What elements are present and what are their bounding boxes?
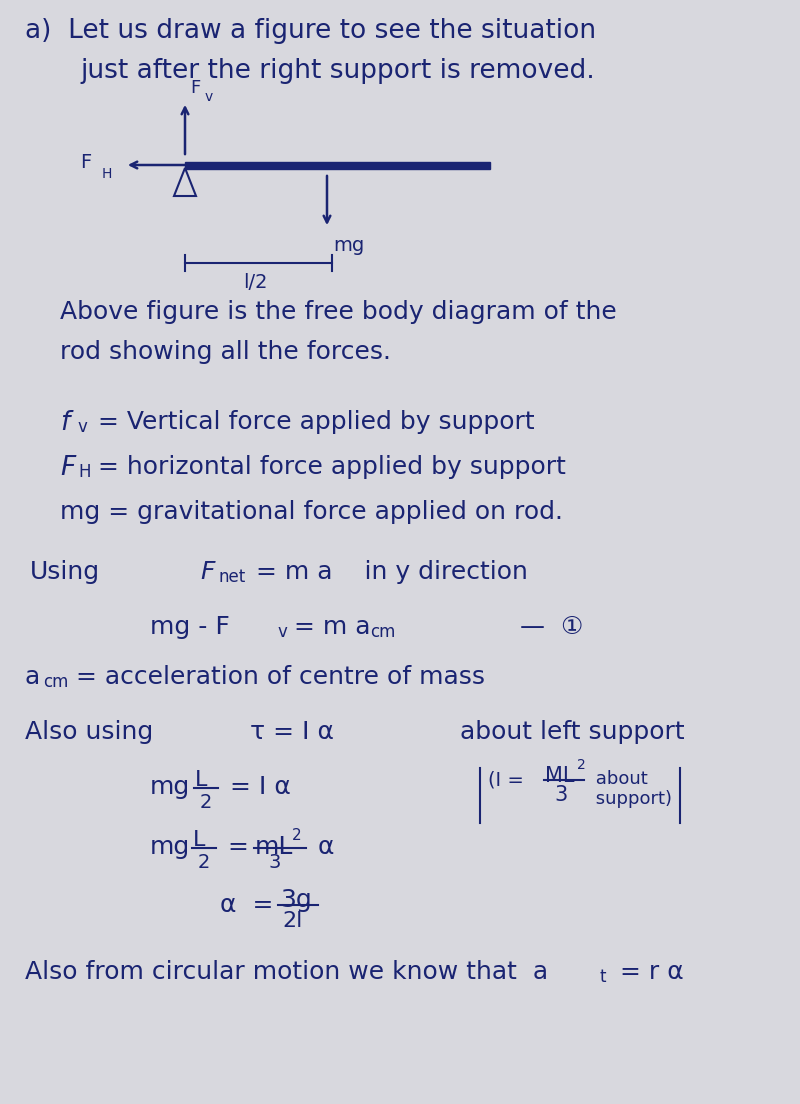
Text: = acceleration of centre of mass: = acceleration of centre of mass <box>68 665 485 689</box>
Text: just after the right support is removed.: just after the right support is removed. <box>80 59 594 84</box>
Text: v: v <box>205 91 214 104</box>
Text: v: v <box>78 418 88 436</box>
Text: F: F <box>190 79 200 97</box>
Text: = horizontal force applied by support: = horizontal force applied by support <box>90 455 566 479</box>
Text: H: H <box>102 167 112 181</box>
Text: F: F <box>200 560 214 584</box>
Text: 3g: 3g <box>280 888 312 912</box>
Text: 2: 2 <box>198 853 210 872</box>
Text: = m a    in y direction: = m a in y direction <box>248 560 528 584</box>
Text: t: t <box>600 968 606 986</box>
Text: Using: Using <box>30 560 100 584</box>
Text: support): support) <box>590 790 672 808</box>
Text: f: f <box>60 410 70 436</box>
Text: 2l: 2l <box>282 911 302 931</box>
Text: α  =: α = <box>220 893 274 917</box>
Text: —  ①: — ① <box>520 615 583 639</box>
Text: cm: cm <box>370 623 395 641</box>
Text: a)  Let us draw a figure to see the situation: a) Let us draw a figure to see the situa… <box>25 18 596 44</box>
Text: l/2: l/2 <box>243 273 267 291</box>
Bar <box>185 162 490 169</box>
Text: Also using: Also using <box>25 720 154 744</box>
Text: Also from circular motion we know that  a: Also from circular motion we know that a <box>25 960 548 984</box>
Text: a: a <box>25 665 40 689</box>
Text: net: net <box>218 567 246 586</box>
Text: ML: ML <box>545 766 574 786</box>
Text: = r α: = r α <box>612 960 684 984</box>
Text: L: L <box>195 769 207 790</box>
Text: F: F <box>80 153 91 172</box>
Text: 2: 2 <box>577 758 586 772</box>
Text: = m a: = m a <box>286 615 370 639</box>
Text: τ = I α: τ = I α <box>250 720 334 744</box>
Text: 3: 3 <box>268 853 280 872</box>
Text: rod showing all the forces.: rod showing all the forces. <box>60 340 391 364</box>
Text: H: H <box>78 463 90 481</box>
Text: mg: mg <box>150 835 190 859</box>
Text: mL: mL <box>255 835 294 859</box>
Text: 3: 3 <box>554 785 567 805</box>
Text: = Vertical force applied by support: = Vertical force applied by support <box>90 410 534 434</box>
Text: α: α <box>310 835 334 859</box>
Text: mg = gravitational force applied on rod.: mg = gravitational force applied on rod. <box>60 500 563 524</box>
Text: about left support: about left support <box>460 720 685 744</box>
Text: mg: mg <box>333 236 364 255</box>
Text: F: F <box>60 455 75 481</box>
Text: cm: cm <box>43 673 68 691</box>
Text: L: L <box>193 830 206 850</box>
Text: v: v <box>278 623 288 641</box>
Text: mg: mg <box>150 775 190 799</box>
Text: Above figure is the free body diagram of the: Above figure is the free body diagram of… <box>60 300 617 323</box>
Text: mg - F: mg - F <box>150 615 230 639</box>
Text: (I =: (I = <box>488 769 530 789</box>
Text: 2: 2 <box>292 828 302 843</box>
Text: 2: 2 <box>200 793 212 813</box>
Text: about: about <box>590 769 648 788</box>
Text: = I α: = I α <box>222 775 291 799</box>
Text: =: = <box>220 835 265 859</box>
